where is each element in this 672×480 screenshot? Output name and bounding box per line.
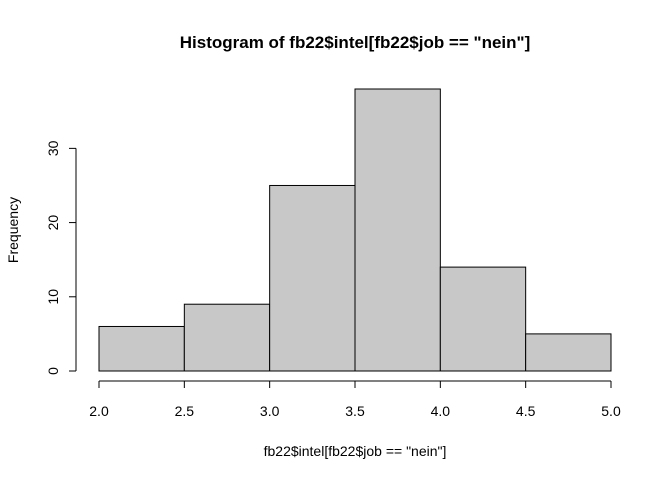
histogram-bar-1 <box>183 303 271 372</box>
y-tick-label: 0 <box>45 367 61 375</box>
y-tick-label: 10 <box>45 289 61 305</box>
x-axis: 2.0 2.5 3.0 3.5 4.0 4.5 5.0 <box>89 380 621 419</box>
x-axis-label: fb22$intel[fb22$job == "nein"] <box>264 443 447 459</box>
y-tick-label: 20 <box>45 215 61 231</box>
histogram-bar-0 <box>98 325 185 372</box>
x-tick-label: 4.0 <box>431 403 451 419</box>
chart-title: Histogram of fb22$intel[fb22$job == "nei… <box>180 33 531 52</box>
x-tick-label: 5.0 <box>601 403 621 419</box>
histogram-bar-5 <box>525 333 612 372</box>
y-tick-label: 30 <box>45 140 61 156</box>
x-tick-label: 2.5 <box>175 403 195 419</box>
x-tick-label: 3.0 <box>260 403 280 419</box>
histogram-bar-3 <box>354 88 441 372</box>
bars-group <box>98 88 612 372</box>
x-tick-label: 2.0 <box>89 403 109 419</box>
histogram-bar-4 <box>439 266 527 372</box>
y-axis-label: Frequency <box>5 197 21 263</box>
histogram-bar-2 <box>269 184 356 372</box>
x-tick-label: 4.5 <box>516 403 536 419</box>
y-axis: 0 10 20 30 <box>45 140 77 375</box>
x-tick-label: 3.5 <box>345 403 365 419</box>
